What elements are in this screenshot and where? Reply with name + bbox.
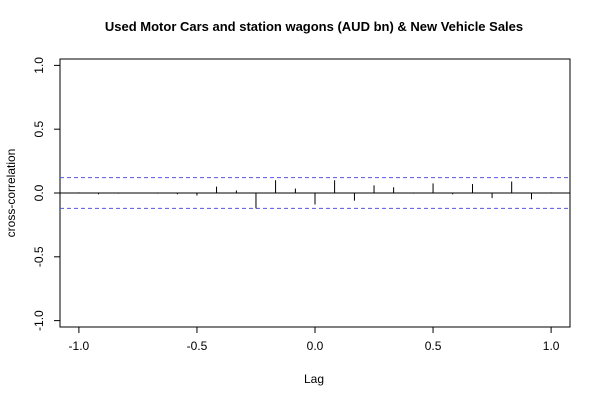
y-axis: -1.0 -0.5 0.0 0.5 1.0 <box>32 57 60 331</box>
y-tick-label-4: 1.0 <box>32 57 46 74</box>
x-tick-label-1: -0.5 <box>187 339 208 353</box>
x-tick-label-3: 0.5 <box>425 339 442 353</box>
y-tick-label-1: -0.5 <box>32 246 46 267</box>
x-axis: -1.0 -0.5 0.0 0.5 1.0 <box>69 327 560 353</box>
x-axis-label: Lag <box>304 372 324 386</box>
y-tick-label-0: -1.0 <box>32 310 46 331</box>
y-axis-label: cross-correlation <box>4 149 18 238</box>
x-tick-label-2: 0.0 <box>307 339 324 353</box>
bars <box>78 180 552 209</box>
y-tick-label-3: 0.5 <box>32 121 46 138</box>
confidence-lines <box>60 177 570 209</box>
chart-title: Used Motor Cars and station wagons (AUD … <box>105 19 523 34</box>
x-tick-label-0: -1.0 <box>69 339 90 353</box>
x-tick-label-4: 1.0 <box>543 339 560 353</box>
y-tick-label-2: 0.0 <box>32 184 46 201</box>
